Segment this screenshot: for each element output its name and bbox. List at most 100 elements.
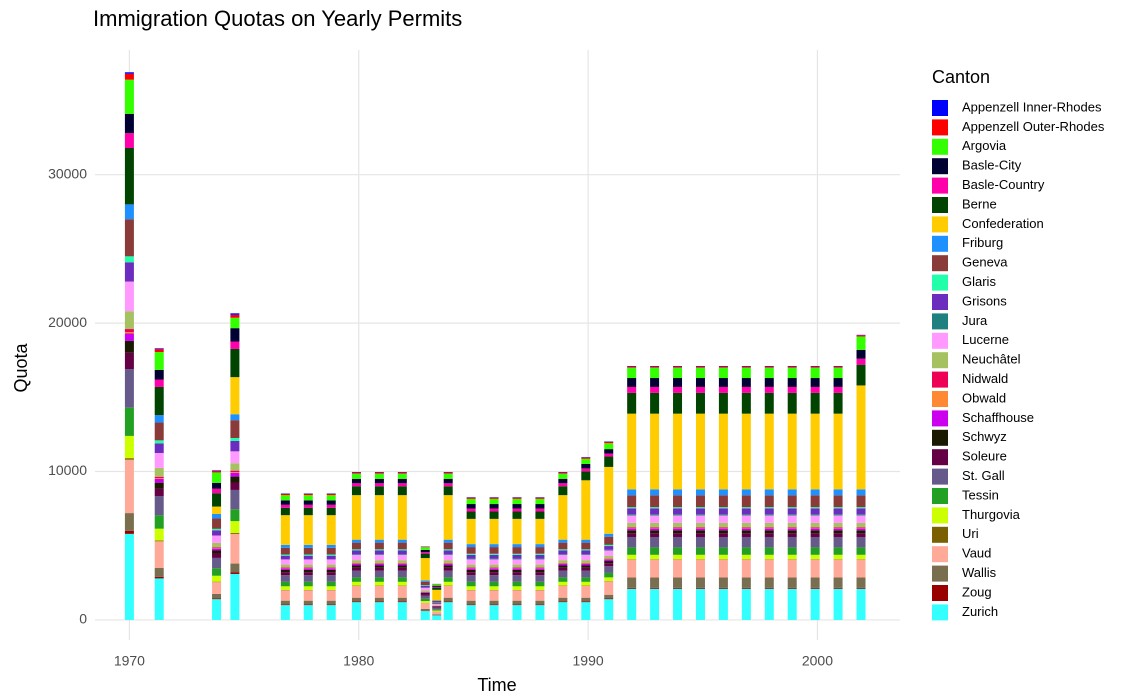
bar-segment <box>443 483 453 487</box>
bar-segment <box>124 79 134 114</box>
bar-segment <box>154 488 164 497</box>
bar-segment <box>764 522 774 528</box>
legend-swatch <box>932 332 948 349</box>
bar-segment <box>741 508 751 515</box>
bar-segment <box>230 317 240 329</box>
legend-label: Friburg <box>962 235 1003 250</box>
chart-title: Immigration Quotas on Yearly Permits <box>93 6 462 31</box>
bar-segment <box>718 522 728 528</box>
bar-segment <box>856 349 866 359</box>
bar-segment <box>397 554 407 555</box>
bar-segment <box>154 379 164 387</box>
bar-segment <box>397 472 407 474</box>
bar-segment <box>627 489 637 496</box>
bar-segment <box>673 489 683 496</box>
bar-segment <box>535 547 545 554</box>
bar-segment <box>558 565 568 568</box>
bar-segment <box>695 533 705 537</box>
bar-segment <box>833 533 843 537</box>
bar-segment <box>512 511 522 519</box>
bar-segment <box>856 547 866 555</box>
bar-segment <box>695 514 705 516</box>
bar-segment <box>280 515 290 545</box>
bar-segment <box>124 513 134 531</box>
bar-segment <box>673 527 683 529</box>
bar-segment <box>326 544 336 548</box>
bar-segment <box>303 605 313 620</box>
bar-segment <box>581 542 591 550</box>
bar-segment <box>695 559 705 578</box>
bar-segment <box>230 572 240 574</box>
bar-segment <box>303 568 313 570</box>
bar-segment <box>741 392 751 414</box>
bar-segment <box>581 480 591 540</box>
legend-label: Geneva <box>962 255 1008 270</box>
bar-segment <box>833 413 843 490</box>
legend-label: Nidwald <box>962 371 1008 386</box>
bar-segment <box>443 597 453 602</box>
bar-segment <box>124 369 134 408</box>
bar-segment <box>124 407 134 436</box>
bar-segment <box>212 557 222 569</box>
legend-swatch <box>932 371 948 388</box>
bar-segment <box>856 507 866 509</box>
bar-segment <box>673 587 683 589</box>
bar-segment <box>627 515 637 523</box>
bar-segment <box>351 483 361 487</box>
bar-segment <box>489 581 499 587</box>
bar-segment <box>420 585 430 588</box>
bar-segment <box>558 478 568 484</box>
legend-swatch <box>932 410 948 427</box>
bar-segment <box>718 386 728 393</box>
bar-segment <box>673 588 683 620</box>
bar-segment <box>420 553 430 559</box>
bar-segment <box>581 468 591 472</box>
bar-segment <box>833 508 843 515</box>
bar-segment <box>397 581 407 586</box>
bar-segment <box>764 559 774 578</box>
bar-segment <box>787 514 797 516</box>
bar-segment <box>695 413 705 490</box>
bar-segment <box>558 539 568 543</box>
bar-segment <box>558 601 568 603</box>
bar-segment <box>512 568 522 570</box>
bar-segment <box>535 553 545 555</box>
bar-segment <box>351 542 361 550</box>
bar-segment <box>764 577 774 588</box>
legend-label: Jura <box>962 313 988 328</box>
bar-segment <box>810 489 820 496</box>
bar-segment <box>212 530 222 536</box>
bar-segment <box>374 564 384 566</box>
bar-segment <box>124 281 134 312</box>
bar-segment <box>718 559 728 578</box>
bar-segment <box>420 592 430 594</box>
bar-segment <box>466 590 476 601</box>
bar-segment <box>374 567 384 571</box>
bar-segment <box>466 564 476 568</box>
bar-segment <box>230 341 240 349</box>
bar-segment <box>397 564 407 566</box>
bar-segment <box>512 504 522 509</box>
bar-segment <box>489 558 499 560</box>
bar-segment <box>810 527 820 529</box>
bar-segment <box>627 514 637 516</box>
bar-segment <box>581 602 591 620</box>
bar-segment <box>856 527 866 529</box>
bar-segment <box>604 577 614 582</box>
bar-segment <box>810 528 820 531</box>
bar-segment <box>833 514 843 516</box>
bar-segment <box>627 366 637 368</box>
bar-segment <box>650 588 660 620</box>
bar-segment <box>695 515 705 523</box>
bar-segment <box>230 328 240 342</box>
bar-segment <box>124 435 134 459</box>
bar-segment <box>466 518 476 545</box>
bar-segment <box>741 522 751 528</box>
legend-label: Lucerne <box>962 332 1009 347</box>
bar-segment <box>351 567 361 571</box>
legend-swatch <box>932 119 948 136</box>
bar-segment <box>718 588 728 620</box>
bar-segment <box>650 547 660 555</box>
bar-segment <box>351 539 361 543</box>
bar-segment <box>764 367 774 379</box>
